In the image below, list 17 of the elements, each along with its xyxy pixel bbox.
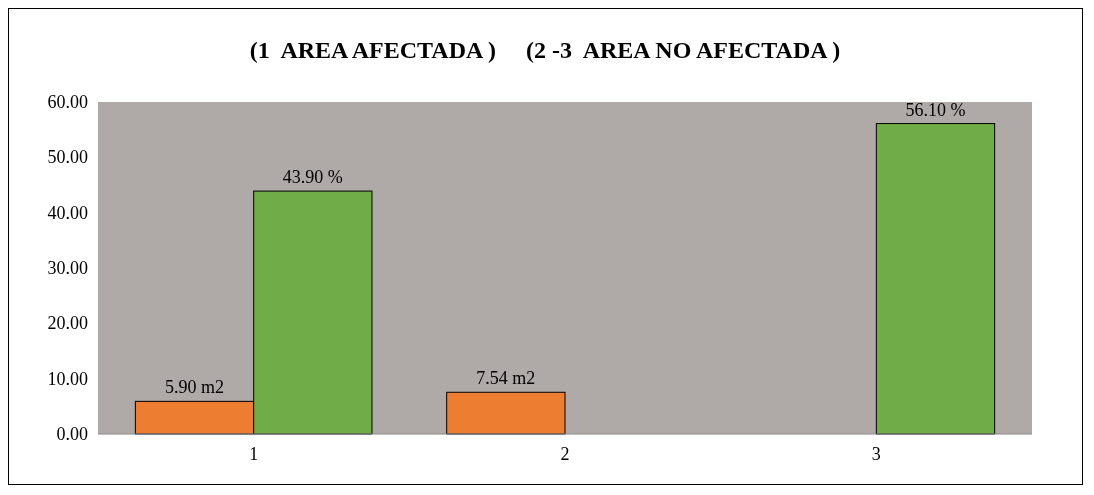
y-tick-label: 20.00 — [47, 313, 88, 334]
y-tick-label: 40.00 — [47, 202, 88, 223]
y-tick-label: 60.00 — [47, 92, 88, 112]
data-label: 5.90 m2 — [165, 377, 225, 398]
bar — [875, 123, 996, 435]
bar — [446, 391, 566, 435]
y-tick-label: 50.00 — [47, 147, 88, 168]
x-tick-label: 1 — [249, 444, 259, 464]
data-label: 56.10 % — [905, 99, 966, 120]
y-tick-label: 10.00 — [47, 368, 88, 389]
data-label: 43.90 % — [282, 167, 343, 188]
data-label: 7.54 m2 — [476, 368, 536, 389]
x-tick-label: 2 — [560, 444, 570, 464]
chart-title: (1 AREA AFECTADA ) (2 -3 AREA NO AFECTADA ) — [249, 37, 841, 63]
y-tick-label: 30.00 — [47, 258, 88, 278]
y-tick-label: 0.00 — [56, 424, 88, 444]
x-tick-label: 3 — [871, 444, 881, 464]
